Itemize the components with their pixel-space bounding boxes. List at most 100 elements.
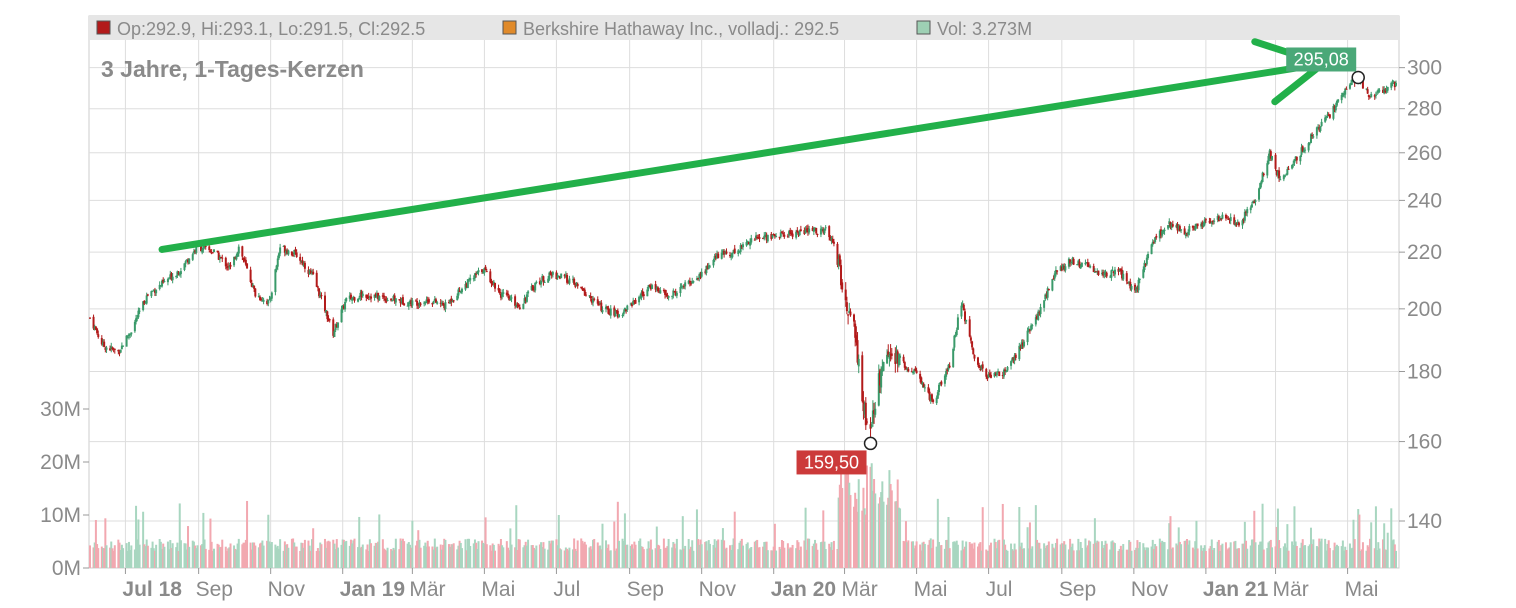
candle-body-2020-08-21: [1047, 288, 1050, 291]
volume-bar-2020-07-09: [997, 540, 1000, 568]
candle-body-2019-06-20: [542, 276, 545, 283]
volume-bar-2020-09-08: [1069, 538, 1072, 568]
candle-body-2020-09-07: [1067, 258, 1070, 267]
volume-bar-2020-10-06: [1102, 547, 1105, 568]
candle-body-2019-09-05: [633, 300, 636, 302]
x-tick-3: Jan 19: [340, 578, 405, 601]
volume-bar-2019-10-01: [664, 548, 667, 568]
candle-body-2018-12-13: [319, 294, 322, 298]
volume-bar-2020-02-26: [838, 484, 841, 568]
volume-bar-2019-01-30: [375, 542, 378, 568]
candle-body-2020-06-25: [980, 364, 983, 370]
candle-body-2018-06-29: [122, 345, 125, 347]
volume-bar-2019-02-20: [400, 540, 403, 568]
candle-body-2021-01-28: [1236, 221, 1239, 225]
volume-bar-2019-08-27: [622, 540, 625, 568]
candle-body-2019-08-29: [625, 309, 628, 311]
volume-bar-2020-07-30: [1021, 548, 1024, 568]
candle-body-2018-12-27: [335, 325, 338, 327]
volume-bar-2019-12-24: [763, 542, 766, 568]
candle-body-2020-03-27: [874, 408, 877, 415]
candle-body-2018-08-10: [171, 276, 174, 281]
candle-body-2020-12-07: [1175, 225, 1178, 228]
volume-bar-2019-10-24: [691, 540, 694, 568]
candle-body-2021-04-05: [1315, 127, 1318, 136]
volume-bar-2020-02-04: [812, 543, 815, 568]
volume-bar-2020-10-26: [1125, 549, 1128, 568]
candle-body-2021-04-12: [1324, 117, 1327, 122]
candle-body-2019-09-02: [629, 303, 632, 305]
volume-bar-2018-06-11: [100, 546, 103, 568]
candle-body-2020-09-25: [1089, 265, 1092, 268]
volume-bar-2021-05-07: [1353, 539, 1356, 568]
volume-bar-2020-08-20: [1046, 544, 1049, 568]
candle-body-2020-02-21: [832, 241, 835, 244]
volume-bar-2018-07-09: [133, 549, 136, 568]
volume-bar-2019-10-08: [672, 541, 675, 568]
candle-body-2019-01-29: [374, 293, 377, 297]
volume-bar-2021-02-19: [1262, 549, 1265, 568]
volume-bar-2019-08-05: [596, 542, 599, 568]
candle-body-2020-08-31: [1059, 266, 1062, 271]
candle-body-2020-11-18: [1152, 242, 1155, 244]
volume-bar-2020-06-19: [973, 542, 976, 568]
candle-body-2019-08-14: [607, 307, 610, 314]
volume-bar-2018-06-29: [122, 548, 125, 568]
volume-bar-2019-10-18: [684, 545, 687, 568]
candle-body-2020-06-19: [973, 354, 976, 359]
volume-bar-2019-12-23: [762, 546, 765, 568]
candle-body-2020-02-14: [824, 227, 827, 229]
volume-bar-2021-02-15: [1258, 544, 1261, 568]
x-tick-2: Nov: [268, 578, 306, 601]
candle-body-2021-04-20: [1333, 106, 1336, 110]
volume-bar-2020-04-29: [913, 548, 916, 568]
candle-body-2019-02-15: [394, 298, 397, 303]
volume-bar-2020-05-22: [940, 545, 943, 568]
volume-bar-2021-02-04: [1245, 540, 1248, 568]
volume-bar-2018-10-08: [241, 544, 244, 568]
volume-bar-2019-04-09: [457, 545, 460, 568]
candle-body-2019-07-29: [588, 295, 591, 297]
candle-body-2019-12-27: [766, 235, 769, 242]
candle-body-2020-03-23: [869, 424, 872, 429]
candle-body-2020-05-06: [921, 382, 924, 386]
volume-bars: [89, 459, 1397, 568]
volume-bar-2019-03-21: [434, 547, 437, 568]
candle-body-2020-12-24: [1195, 223, 1198, 226]
volume-bar-2018-08-13: [175, 547, 178, 568]
candle-body-2019-12-24: [763, 235, 766, 239]
volume-bar-2021-01-25: [1233, 541, 1236, 568]
candle-body-2020-12-10: [1178, 226, 1181, 232]
candle-body-2020-04-14: [895, 350, 898, 362]
candle-body-2020-05-07: [922, 383, 925, 387]
candle-body-2020-06-29: [985, 369, 988, 377]
volume-bar-2020-08-19: [1045, 545, 1048, 568]
candle-body-2018-11-06: [275, 265, 278, 270]
candle-body-2019-05-17: [502, 292, 505, 294]
volume-bar-2018-08-23: [187, 526, 190, 568]
candle-body-2020-05-08: [923, 387, 926, 389]
volume-bar-2018-12-17: [323, 538, 326, 568]
volume-bar-2020-02-05: [814, 539, 817, 568]
candle-body-2019-03-13: [425, 299, 428, 303]
volume-bar-2019-10-21: [687, 539, 690, 568]
candle-body-2020-07-22: [1012, 357, 1015, 360]
candle-body-2020-04-02: [881, 367, 884, 372]
candle-body-2019-08-02: [593, 298, 596, 300]
x-tick-16: Mär: [1273, 578, 1309, 601]
candle-body-2019-07-30: [589, 296, 592, 299]
volume-bar-2020-01-08: [780, 540, 783, 568]
volume-bar-2020-12-15: [1184, 540, 1187, 568]
candle-body-2019-08-12: [605, 306, 608, 310]
volume-bar-2018-08-27: [191, 540, 194, 568]
volume-bar-2021-02-25: [1269, 539, 1272, 568]
volume-bar-2020-02-07: [816, 549, 819, 568]
volume-bar-2019-05-27: [514, 547, 517, 568]
volume-bar-2020-01-14: [788, 548, 791, 568]
volume-bar-2019-06-12: [532, 547, 535, 568]
candle-body-2020-09-28: [1092, 266, 1095, 272]
candle-body-2019-02-28: [410, 300, 413, 307]
volume-bar-2018-10-04: [236, 543, 239, 568]
volume-bar-2019-08-21: [615, 548, 618, 568]
legend-ohlc: Op:292.9, Hi:293.1, Lo:291.5, Cl:292.5: [117, 19, 425, 39]
